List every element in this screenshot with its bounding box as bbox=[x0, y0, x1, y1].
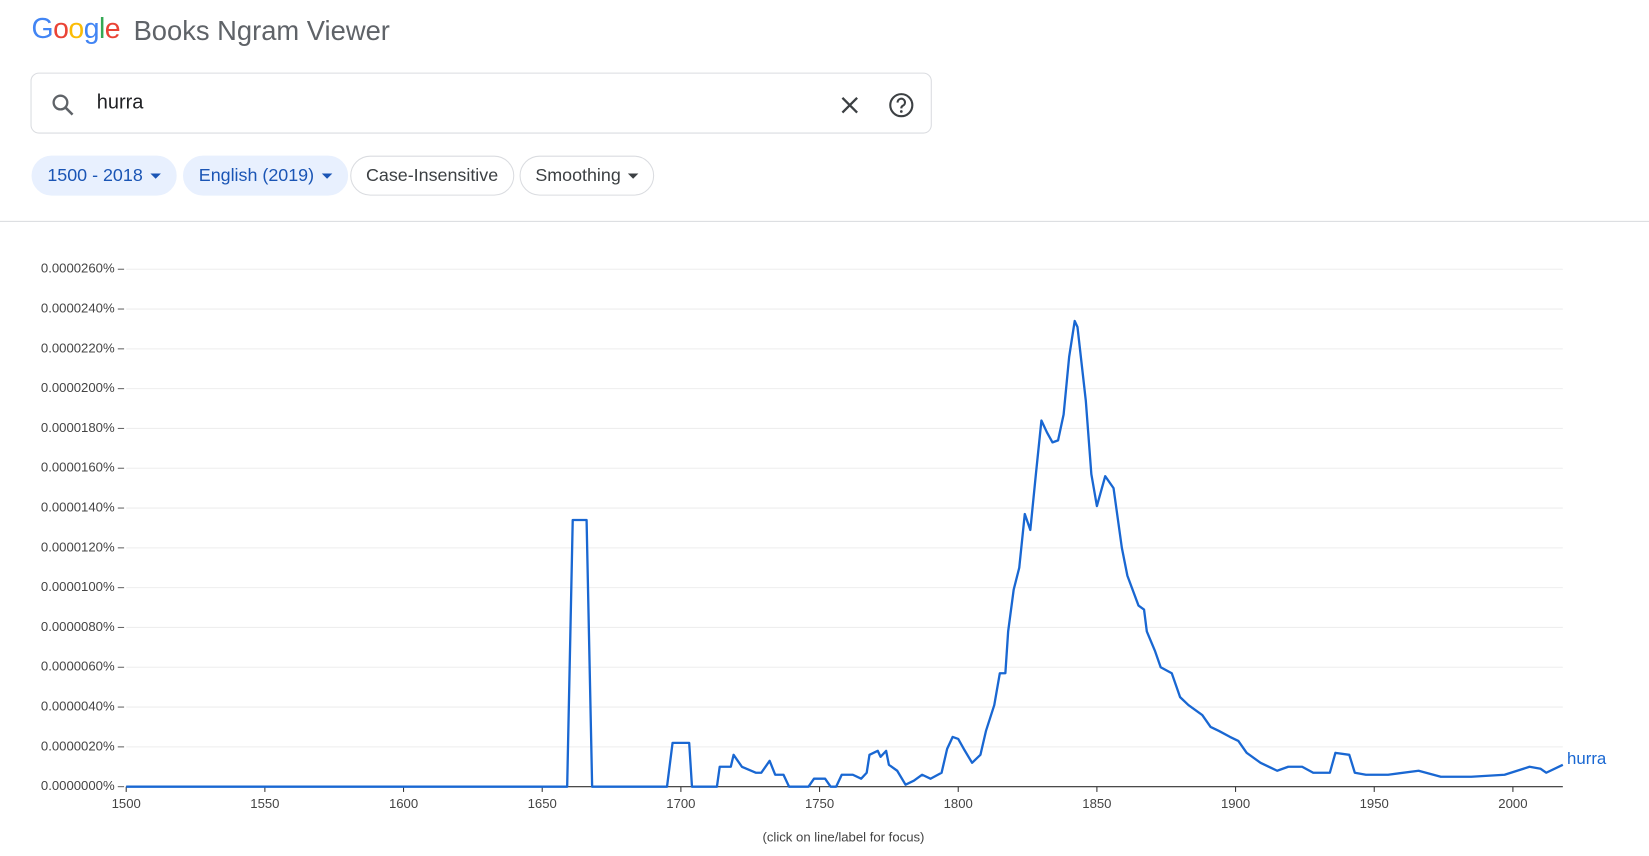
chip-label: Smoothing bbox=[535, 165, 621, 186]
x-tick-label: 1700 bbox=[666, 796, 695, 811]
chip-label: English (2019) bbox=[198, 165, 315, 186]
chip-label: Case-Insensitive bbox=[365, 165, 499, 186]
x-tick-label: 1650 bbox=[528, 796, 557, 811]
product-name: Books Ngram Viewer bbox=[133, 14, 390, 47]
query-text[interactable]: hurra bbox=[96, 91, 144, 114]
y-tick-label: 0.0000260% bbox=[41, 261, 115, 276]
chip-label: 1500 - 2018 bbox=[47, 165, 143, 186]
y-tick-label: 0.0000180% bbox=[41, 420, 115, 435]
divider bbox=[0, 220, 1649, 222]
y-tick-label: 0.0000140% bbox=[41, 500, 115, 515]
x-tick-label: 1600 bbox=[389, 796, 418, 811]
x-tick-label: 1850 bbox=[1082, 796, 1111, 811]
help-icon[interactable] bbox=[888, 91, 915, 118]
y-tick-label: 0.0000080% bbox=[41, 619, 115, 634]
y-tick-label: 0.0000160% bbox=[41, 460, 115, 475]
y-tick-label: 0.0000000% bbox=[41, 778, 115, 793]
smoothing-chip[interactable]: Smoothing bbox=[519, 155, 655, 196]
y-tick-label: 0.0000100% bbox=[41, 579, 115, 594]
footnote: (click on line/label for focus) bbox=[762, 830, 924, 845]
y-tick-label: 0.0000120% bbox=[41, 539, 115, 554]
x-tick-label: 1950 bbox=[1360, 796, 1389, 811]
corpus-chip[interactable]: English (2019) bbox=[182, 155, 348, 196]
series-label[interactable]: hurra bbox=[1567, 749, 1607, 768]
x-tick-label: 1550 bbox=[250, 796, 279, 811]
y-tick-label: 0.0000240% bbox=[41, 301, 115, 316]
search-box[interactable]: hurra bbox=[30, 72, 932, 134]
case-chip[interactable]: Case-Insensitive bbox=[350, 155, 514, 196]
y-tick-label: 0.0000200% bbox=[41, 380, 115, 395]
clear-icon[interactable] bbox=[839, 95, 860, 116]
x-tick-label: 1750 bbox=[805, 796, 834, 811]
y-tick-label: 0.0000220% bbox=[41, 340, 115, 355]
y-tick-label: 0.0000020% bbox=[41, 738, 115, 753]
x-tick-label: 1500 bbox=[112, 796, 141, 811]
google-logo[interactable]: Google bbox=[31, 12, 121, 45]
y-tick-label: 0.0000040% bbox=[41, 699, 115, 714]
x-tick-label: 2000 bbox=[1498, 796, 1527, 811]
x-tick-label: 1800 bbox=[944, 796, 973, 811]
series-line[interactable] bbox=[126, 319, 1564, 788]
x-tick-label: 1900 bbox=[1221, 796, 1250, 811]
search-icon bbox=[52, 94, 74, 116]
y-tick-label: 0.0000060% bbox=[41, 659, 115, 674]
year-range-chip[interactable]: 1500 - 2018 bbox=[31, 155, 177, 196]
